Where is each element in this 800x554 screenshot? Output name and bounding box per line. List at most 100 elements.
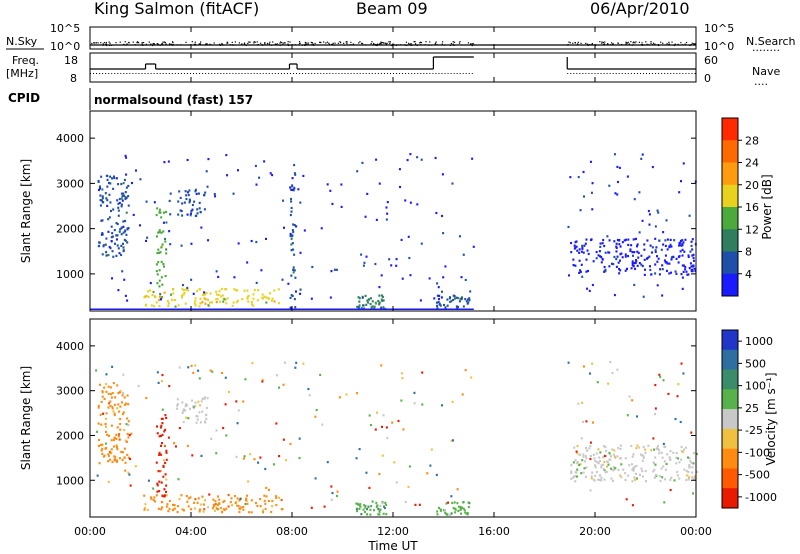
echo-cell (105, 412, 108, 415)
colorbar-tick-label: 500 (745, 357, 766, 370)
echo-cell (146, 236, 149, 239)
echo-cell (110, 209, 113, 213)
echo-cell (204, 421, 207, 424)
echo-cell (320, 227, 323, 230)
echo-cell (643, 248, 646, 251)
echo-cell (236, 289, 239, 292)
noise-point (307, 43, 309, 45)
echo-cell (246, 295, 249, 298)
echo-cell (193, 302, 196, 305)
echo-cell (115, 254, 118, 257)
noise-point (694, 44, 696, 46)
echo-cell (602, 445, 605, 448)
echo-cell (340, 205, 343, 209)
echo-cell (617, 261, 620, 264)
echo-cell (114, 459, 117, 462)
echo-cell (124, 219, 127, 223)
echo-cell (105, 373, 108, 376)
echo-cell (294, 306, 297, 309)
echo-cell (127, 195, 130, 198)
colorbar-tick-label: 8 (745, 246, 752, 259)
nave-point (186, 73, 188, 74)
echo-cell (99, 204, 102, 207)
echo-cell (281, 278, 284, 281)
echo-cell (180, 294, 183, 297)
echo-cell (310, 506, 313, 509)
echo-cell (247, 294, 250, 298)
echo-cell (164, 428, 167, 431)
echo-cell (242, 505, 245, 509)
nave-point (162, 73, 164, 74)
echo-cell (158, 251, 161, 254)
echo-cell (588, 289, 591, 293)
noise-point (331, 43, 333, 46)
echo-cell (429, 464, 432, 467)
echo-cell (584, 475, 587, 478)
echo-cell (282, 226, 285, 229)
echo-cell (194, 498, 197, 501)
echo-cell (165, 505, 168, 508)
echo-cell (576, 249, 579, 252)
echo-cell (670, 476, 673, 479)
cpid-label: CPID (8, 91, 40, 105)
echo-cell (107, 480, 110, 484)
noise-point (282, 43, 284, 46)
echo-cell (178, 497, 181, 501)
noise-point (137, 41, 139, 43)
nave-point (302, 73, 304, 74)
echo-cell (189, 508, 192, 511)
echo-cell (681, 244, 684, 247)
echo-cell (359, 505, 362, 508)
echo-cell (624, 255, 627, 258)
echo-cell (570, 463, 573, 467)
noise-point (436, 44, 438, 46)
echo-cell (117, 214, 120, 217)
echo-cell (677, 261, 680, 264)
echo-cell (445, 502, 448, 505)
echo-cell (161, 506, 164, 509)
echo-cell (155, 270, 158, 273)
echo-cell (113, 403, 116, 406)
echo-cell (585, 238, 588, 241)
echo-cell (195, 214, 198, 217)
noise-point (428, 44, 430, 46)
echo-cell (112, 208, 115, 211)
echo-cell (638, 473, 641, 476)
echo-cell (204, 302, 207, 305)
echo-cell (178, 366, 181, 369)
noise-point (287, 43, 289, 45)
echo-cell (690, 244, 693, 248)
echo-cell (291, 228, 294, 232)
echo-cell (598, 456, 601, 459)
echo-cell (197, 369, 200, 372)
echo-cell (120, 197, 123, 200)
echo-cell (657, 257, 660, 260)
echo-cell (419, 299, 422, 302)
echo-cell (574, 480, 577, 483)
echo-cell (602, 463, 605, 466)
echo-cell (213, 193, 216, 196)
echo-cell (692, 256, 695, 260)
echo-cell (188, 199, 191, 202)
echo-cell (602, 468, 605, 471)
echo-cell (434, 156, 437, 160)
echo-cell (596, 461, 599, 464)
x-tick-label: 04:00 (175, 525, 207, 538)
echo-cell (272, 463, 275, 466)
echo-cell (185, 197, 188, 201)
nsky-label: N.Sky (6, 35, 38, 48)
echo-cell (216, 503, 219, 506)
nave-point (244, 73, 246, 74)
echo-cell (658, 239, 661, 242)
echo-cell (576, 468, 579, 471)
echo-cell (640, 467, 643, 470)
freq-label: Freq. (12, 54, 39, 67)
echo-cell (221, 510, 224, 513)
velocity-colorbar-label: Velocity [m s⁻¹] (764, 372, 778, 465)
echo-cell (98, 462, 101, 465)
echo-cell (171, 509, 174, 512)
echo-cell (120, 182, 123, 186)
echo-cell (122, 182, 125, 185)
echo-cell (294, 276, 297, 279)
echo-cell (270, 299, 273, 302)
